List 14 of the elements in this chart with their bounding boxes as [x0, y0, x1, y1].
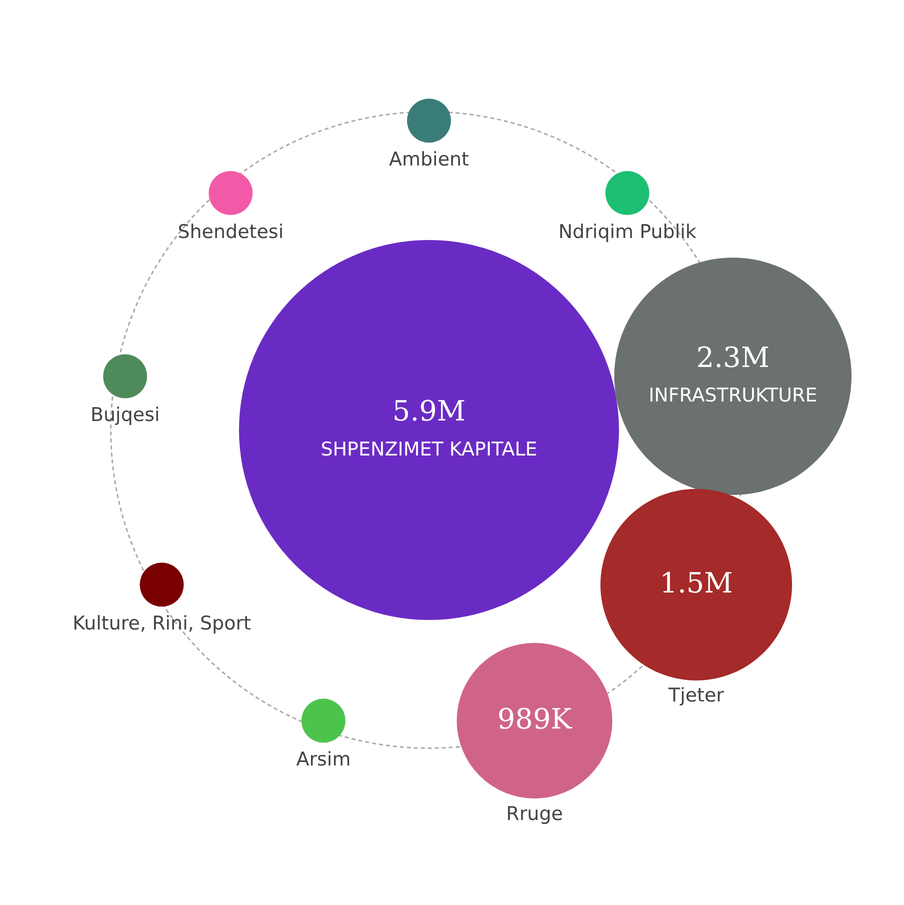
category-label: Tjeter — [667, 684, 724, 706]
category-label: Ambient — [388, 148, 470, 171]
category-label: Kulture, Rini, Sport — [72, 612, 251, 635]
category-label: Arsim — [296, 748, 351, 771]
category-label: Bujqesi — [90, 404, 160, 426]
data-label: 2.3M — [696, 340, 770, 374]
data-label: 5.9M — [392, 394, 466, 428]
category-label: Rruge — [506, 802, 563, 825]
category-label: INFRASTRUKTURE — [648, 384, 818, 407]
category-label: Ndriqim Publik — [558, 220, 696, 243]
category-label: Shendetesi — [178, 220, 284, 243]
data-label: 1.5M — [660, 566, 733, 600]
category-label: SHPENZIMET KAPITALE — [320, 438, 538, 460]
data-label: 989K — [497, 702, 573, 736]
